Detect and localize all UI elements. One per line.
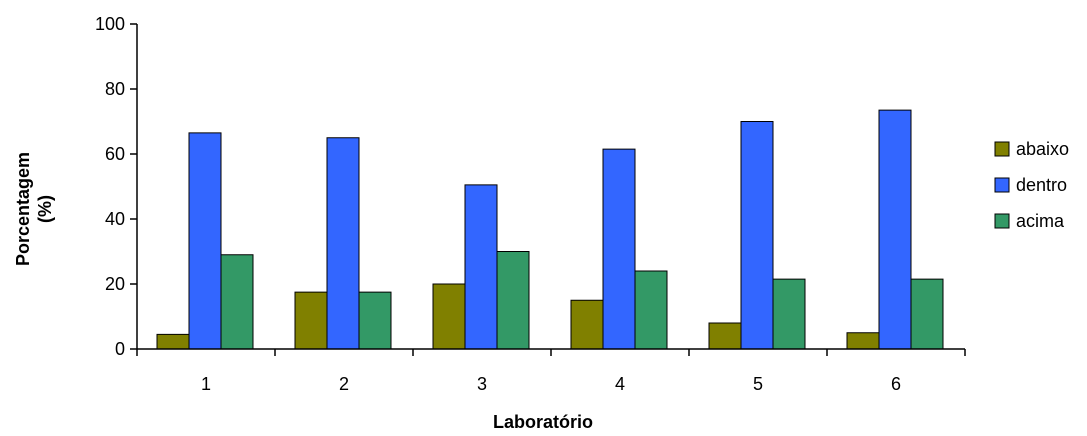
bar-abaixo-2 xyxy=(294,291,328,350)
bar-dentro-2 xyxy=(326,137,360,350)
y-tick-label: 40 xyxy=(105,209,125,229)
y-axis-title-line-1: Porcentagem xyxy=(13,152,33,266)
bar-dentro-3 xyxy=(464,184,498,350)
bar-acima-6 xyxy=(910,278,944,350)
legend-label-abaixo: abaixo xyxy=(1016,139,1069,159)
bars-group xyxy=(156,109,944,350)
x-axis-title: Laboratório xyxy=(493,412,593,432)
y-tick-label: 100 xyxy=(95,14,125,34)
bar-dentro-1 xyxy=(188,132,222,350)
legend-swatch-abaixo xyxy=(994,141,1010,157)
x-ticks: 1 2 3 4 5 6 xyxy=(136,349,966,394)
bar-abaixo-5 xyxy=(708,322,742,350)
legend-label-dentro: dentro xyxy=(1016,175,1067,195)
bar-acima-2 xyxy=(358,291,392,350)
y-tick-label: 80 xyxy=(105,79,125,99)
legend-swatch-acima xyxy=(994,213,1010,229)
x-tick-label: 5 xyxy=(753,374,763,394)
bar-dentro-4 xyxy=(602,148,636,350)
x-tick-label: 1 xyxy=(201,374,211,394)
bar-abaixo-6 xyxy=(846,332,880,350)
y-axis-title-line-2: (%) xyxy=(35,195,55,223)
bar-dentro-5 xyxy=(740,121,774,350)
bar-dentro-6 xyxy=(878,109,912,350)
legend: abaixo dentro acima xyxy=(994,139,1069,231)
x-tick-label: 2 xyxy=(339,374,349,394)
bar-abaixo-4 xyxy=(570,299,604,350)
legend-swatch-dentro xyxy=(994,177,1010,193)
x-tick-label: 6 xyxy=(891,374,901,394)
bar-abaixo-1 xyxy=(156,333,190,350)
y-tick-label: 0 xyxy=(115,339,125,359)
legend-label-acima: acima xyxy=(1016,211,1065,231)
x-tick-label: 3 xyxy=(477,374,487,394)
bar-acima-5 xyxy=(772,278,806,350)
x-tick-label: 4 xyxy=(615,374,625,394)
bar-acima-1 xyxy=(220,254,254,350)
y-tick-label: 20 xyxy=(105,274,125,294)
bar-abaixo-3 xyxy=(432,283,466,350)
bar-acima-3 xyxy=(496,251,530,350)
y-tick-label: 60 xyxy=(105,144,125,164)
y-ticks: 0 20 40 60 80 100 xyxy=(95,14,137,359)
bar-acima-4 xyxy=(634,270,668,350)
